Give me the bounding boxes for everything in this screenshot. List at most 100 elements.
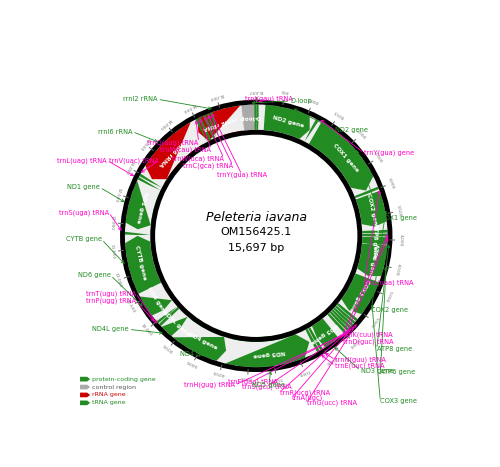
Text: COX2 gene: COX2 gene [372,306,408,312]
Text: ND1 gene: ND1 gene [135,191,147,223]
Polygon shape [226,334,310,367]
Text: ND4 gene: ND4 gene [180,352,213,358]
Text: 3,000: 3,000 [388,177,396,190]
Text: 12,500: 12,500 [114,186,122,202]
Text: 500: 500 [280,91,289,97]
Text: ND1 gene: ND1 gene [67,184,100,190]
Polygon shape [126,181,160,229]
Text: COX1 gene: COX1 gene [380,215,418,221]
Text: ND3 gene: ND3 gene [310,322,338,345]
Text: 13,000: 13,000 [123,160,134,175]
Polygon shape [159,307,179,326]
Text: ND4L gene: ND4L gene [92,326,128,333]
Polygon shape [354,187,379,198]
Polygon shape [264,105,310,139]
Polygon shape [146,122,204,179]
Polygon shape [312,318,338,347]
Text: D-loop: D-loop [238,114,260,120]
Polygon shape [140,174,163,188]
Text: ND5 gene: ND5 gene [254,349,286,358]
Text: 2,500: 2,500 [373,151,384,164]
Text: rrnl2 rRNA: rrnl2 rRNA [202,115,237,131]
Text: 3,500: 3,500 [396,205,402,218]
Text: ND5 gene: ND5 gene [252,382,286,388]
Polygon shape [309,122,373,191]
Text: trnF(gaa) tRNA: trnF(gaa) tRNA [228,378,278,385]
Text: rrnl6 rRNA: rrnl6 rRNA [98,128,132,134]
Text: trnW(uca) tRNA: trnW(uca) tRNA [172,155,224,162]
Polygon shape [308,327,323,350]
Text: trnN(guu) tRNA: trnN(guu) tRNA [336,357,386,363]
Text: protein-coding gene: protein-coding gene [92,376,156,382]
Text: trnQ(uug) tRNA: trnQ(uug) tRNA [148,139,198,146]
Polygon shape [125,232,150,235]
Text: ND3 gene: ND3 gene [360,368,394,374]
Text: 15,697 bp: 15,697 bp [228,243,284,254]
Text: ND6 gene: ND6 gene [78,272,110,278]
Text: COX3 gene: COX3 gene [348,278,370,311]
Text: control region: control region [92,384,136,389]
FancyArrow shape [80,385,90,389]
Polygon shape [210,112,221,136]
Circle shape [123,102,390,369]
Text: trnI(gau) tRNA: trnI(gau) tRNA [245,96,293,102]
Text: trnG(ucc) tRNA: trnG(ucc) tRNA [306,400,356,406]
Text: 8,000: 8,000 [241,378,254,383]
Polygon shape [356,191,386,226]
Text: 2,000: 2,000 [354,129,366,141]
Text: ATP6 gene: ATP6 gene [380,369,416,375]
Text: rrnl6 rRNA: rrnl6 rRNA [157,139,186,167]
Text: 8,500: 8,500 [212,372,226,379]
Polygon shape [254,105,256,130]
Polygon shape [206,113,218,138]
Text: trnL(uag) tRNA: trnL(uag) tRNA [58,157,107,163]
Polygon shape [337,303,357,321]
Text: 4,000: 4,000 [399,234,404,247]
Text: ND4 gene: ND4 gene [187,332,218,351]
Text: trnL(uaa) tRNA: trnL(uaa) tRNA [364,279,414,286]
Text: trnD(guc) tRNA: trnD(guc) tRNA [342,339,393,345]
Text: 7,500: 7,500 [270,376,283,382]
Text: trnV(uac) tRNA: trnV(uac) tRNA [110,157,159,163]
Text: CYTB gene: CYTB gene [66,236,102,242]
Text: 5,000: 5,000 [384,290,392,303]
Text: trnS(gcu) tRNA: trnS(gcu) tRNA [242,383,291,390]
Polygon shape [335,305,355,324]
Text: ND2 gene: ND2 gene [272,115,304,128]
Text: 6,000: 6,000 [348,337,360,348]
FancyArrow shape [80,393,90,397]
Text: 12,000: 12,000 [110,215,114,230]
Polygon shape [173,318,226,361]
Text: ND4L gene: ND4L gene [161,309,190,337]
Polygon shape [198,117,211,141]
Polygon shape [196,118,209,142]
Polygon shape [198,106,243,141]
Text: 9,500: 9,500 [161,345,173,356]
Text: 11,500: 11,500 [110,244,115,260]
Polygon shape [256,105,258,130]
Circle shape [123,102,390,369]
Text: 1,000: 1,000 [306,98,319,106]
Text: D-loop: D-loop [290,98,312,104]
Text: trnY(gua) tRNA: trnY(gua) tRNA [217,171,267,178]
Polygon shape [362,234,388,237]
Polygon shape [334,307,353,326]
Text: 15,000: 15,000 [208,92,224,100]
FancyArrow shape [80,377,90,382]
Text: trnR(ucg) tRNA: trnR(ucg) tRNA [280,389,330,396]
Text: trnK(cuu) tRNA: trnK(cuu) tRNA [342,332,392,338]
Text: ATP8 gene: ATP8 gene [376,346,412,352]
Polygon shape [242,105,256,130]
Text: COX3 gene: COX3 gene [380,398,418,404]
Text: trnC(gca) tRNA: trnC(gca) tRNA [183,163,233,169]
Polygon shape [362,230,388,233]
Polygon shape [138,177,162,190]
Text: 14,000: 14,000 [158,117,172,129]
Text: 14,500: 14,500 [182,102,197,113]
Polygon shape [342,274,379,314]
Text: 15,697: 15,697 [248,89,264,93]
Circle shape [152,132,360,340]
Text: 13,500: 13,500 [138,136,151,150]
Text: trnH(gug) tRNA: trnH(gug) tRNA [184,382,234,389]
Text: rRNA gene: rRNA gene [92,392,126,397]
